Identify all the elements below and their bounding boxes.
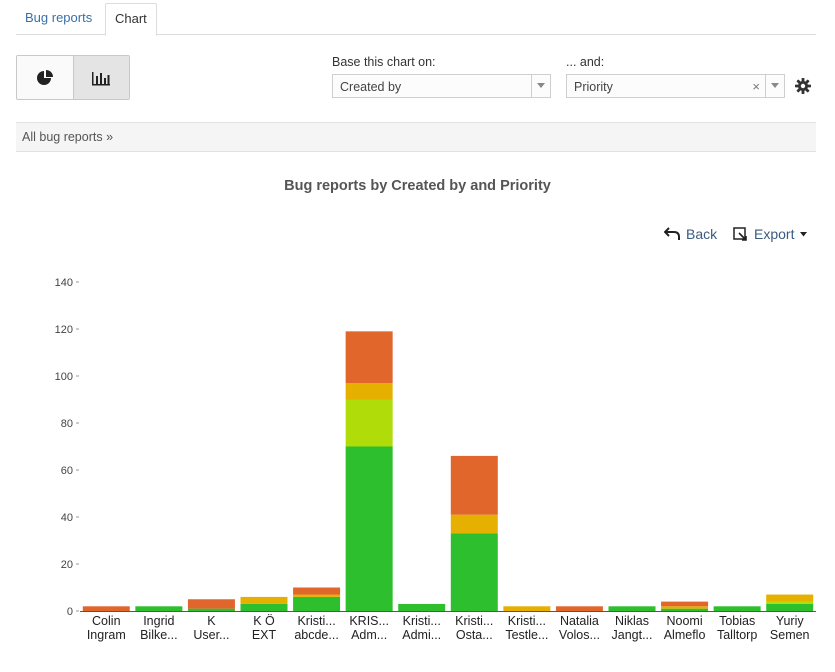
bar-segment bbox=[450, 514, 498, 534]
secondary-chart-value: Priority bbox=[574, 80, 613, 94]
bar-segment bbox=[135, 606, 183, 611]
bar-segment bbox=[661, 601, 709, 607]
y-tick-label: 20 bbox=[61, 559, 73, 571]
y-tick-label: 140 bbox=[55, 277, 73, 289]
bar-segment bbox=[661, 606, 709, 609]
y-tick-label: 60 bbox=[61, 465, 73, 477]
bar-segment bbox=[608, 606, 656, 611]
bar-segment bbox=[187, 608, 235, 611]
x-tick-label: Kristi... bbox=[403, 614, 441, 628]
bar-segment bbox=[293, 596, 341, 611]
bar-segment bbox=[713, 606, 761, 611]
bar-chart-icon bbox=[92, 71, 111, 85]
x-tick-label: Volos... bbox=[559, 628, 600, 642]
x-tick-label: KRIS... bbox=[349, 614, 389, 628]
breadcrumb-label: All bug reports bbox=[22, 130, 103, 144]
bar-segment bbox=[555, 606, 603, 611]
x-tick-label: abcde... bbox=[294, 628, 338, 642]
secondary-chart-select[interactable]: Priority × bbox=[566, 74, 785, 98]
x-tick-label: User... bbox=[193, 628, 229, 642]
bar-chart-button[interactable] bbox=[72, 56, 129, 99]
bar-segment bbox=[503, 606, 551, 611]
back-label: Back bbox=[686, 226, 718, 242]
bar-segment bbox=[766, 601, 814, 604]
x-tick-label: Yuriy bbox=[776, 614, 805, 628]
chevron-down-icon[interactable] bbox=[531, 75, 550, 97]
secondary-chart-label: ... and: bbox=[566, 55, 605, 69]
bar-segment bbox=[187, 599, 235, 609]
x-tick-label: Semen bbox=[770, 628, 810, 642]
caret-down-icon bbox=[800, 231, 808, 236]
x-tick-label: EXT bbox=[252, 628, 277, 642]
gear-icon[interactable] bbox=[795, 78, 811, 94]
x-tick-label: K Ö bbox=[253, 614, 275, 628]
x-tick-label: Kristi... bbox=[297, 614, 335, 628]
x-tick-label: Natalia bbox=[560, 614, 599, 628]
bar-segment bbox=[240, 596, 288, 604]
x-tick-label: Ingrid bbox=[143, 614, 174, 628]
y-tick-label: 100 bbox=[55, 371, 73, 383]
pie-chart-button[interactable] bbox=[17, 56, 73, 99]
x-tick-label: Jangt... bbox=[612, 628, 653, 642]
y-tick-label: 0 bbox=[67, 606, 73, 618]
bar-segment bbox=[82, 606, 130, 611]
bar-segment bbox=[450, 533, 498, 611]
bar-segment bbox=[345, 383, 393, 400]
x-tick-label: Tobias bbox=[719, 614, 755, 628]
x-tick-label: Talltorp bbox=[717, 628, 757, 642]
bar-segment bbox=[450, 455, 498, 515]
y-tick-label: 120 bbox=[55, 324, 73, 336]
y-tick-label: 80 bbox=[61, 418, 73, 430]
x-tick-label: K bbox=[207, 614, 216, 628]
chart-title: Bug reports by Created by and Priority bbox=[284, 178, 551, 194]
export-icon bbox=[733, 226, 747, 241]
bar-segment bbox=[293, 587, 341, 595]
export-button[interactable]: Export bbox=[733, 226, 808, 242]
back-button[interactable]: Back bbox=[664, 226, 717, 242]
x-tick-label: Osta... bbox=[456, 628, 493, 642]
chevron-down-icon[interactable] bbox=[765, 75, 784, 97]
bar-segment bbox=[345, 331, 393, 384]
bar-segment bbox=[293, 594, 341, 597]
x-tick-label: Niklas bbox=[615, 614, 649, 628]
export-label: Export bbox=[754, 226, 795, 242]
x-tick-label: Ingram bbox=[87, 628, 126, 642]
tab-bar: Bug reports Chart bbox=[16, 0, 816, 36]
bar-segment bbox=[766, 594, 814, 602]
bar-segment bbox=[345, 399, 393, 447]
back-arrow-icon bbox=[664, 227, 680, 240]
pie-chart-icon bbox=[36, 69, 53, 85]
x-tick-label: Kristi... bbox=[455, 614, 493, 628]
x-tick-label: Noomi bbox=[667, 614, 703, 628]
breadcrumb-all-bug-reports[interactable]: All bug reports » bbox=[22, 130, 113, 144]
bar-segment bbox=[661, 608, 709, 611]
x-tick-label: Almeflo bbox=[664, 628, 706, 642]
breadcrumb: All bug reports » bbox=[16, 122, 816, 152]
x-tick-label: Adm... bbox=[351, 628, 387, 642]
bar-segment bbox=[240, 603, 288, 611]
x-tick-label: Testle... bbox=[505, 628, 548, 642]
x-tick-label: Colin bbox=[92, 614, 121, 628]
y-tick-label: 40 bbox=[61, 512, 73, 524]
base-chart-value: Created by bbox=[340, 80, 402, 94]
tab-bug-reports[interactable]: Bug reports bbox=[25, 10, 93, 25]
tab-chart[interactable]: Chart bbox=[105, 3, 157, 36]
breadcrumb-separator: » bbox=[106, 130, 114, 144]
bar-segment bbox=[766, 603, 814, 611]
clear-icon[interactable]: × bbox=[752, 79, 760, 94]
bar-segment bbox=[345, 446, 393, 611]
x-tick-label: Admi... bbox=[402, 628, 441, 642]
chart-type-toggle bbox=[16, 55, 130, 100]
x-tick-label: Bilke... bbox=[140, 628, 178, 642]
x-tick-label: Kristi... bbox=[508, 614, 546, 628]
base-chart-select[interactable]: Created by bbox=[332, 74, 551, 98]
base-chart-label: Base this chart on: bbox=[332, 55, 436, 69]
bar-segment bbox=[398, 603, 446, 611]
